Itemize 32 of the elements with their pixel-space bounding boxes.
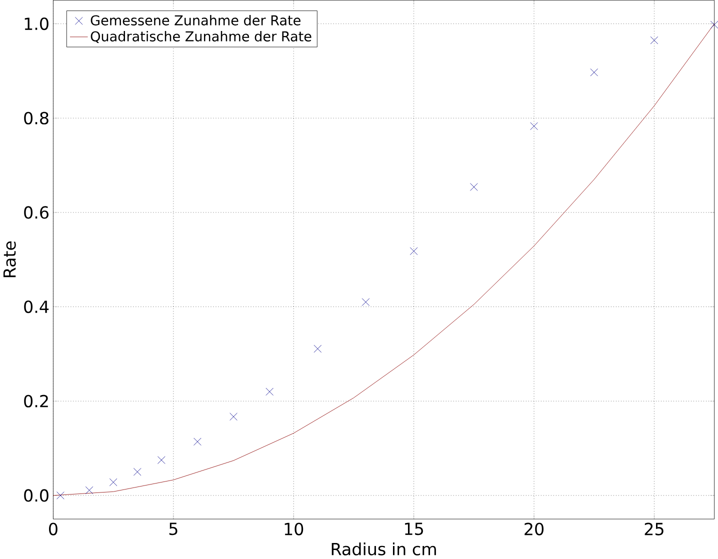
point <box>85 486 94 494</box>
x-tick-label: 25 <box>644 522 664 536</box>
point <box>410 247 418 256</box>
x-axis-title: Radius in cm <box>332 542 436 556</box>
point <box>230 412 238 421</box>
x-tick-label: 5 <box>169 522 178 536</box>
point <box>650 36 658 44</box>
legend-label: Gemessene Zunahme der Rate <box>90 15 300 26</box>
point <box>530 122 538 130</box>
point <box>266 388 274 396</box>
point <box>109 478 118 486</box>
legend-label: Quadratische Zunahme der Rate <box>90 31 312 44</box>
point <box>158 456 166 464</box>
y-tick-label: 0.0 <box>24 489 48 502</box>
point <box>470 183 478 191</box>
point <box>314 344 322 353</box>
y-tick-label: 0.8 <box>24 112 48 124</box>
x-tick-label: 15 <box>405 522 423 536</box>
point <box>362 298 370 306</box>
point <box>133 468 142 476</box>
x-tick-label: 10 <box>284 522 304 536</box>
point <box>590 68 598 76</box>
y-tick-label: 1.0 <box>24 18 48 30</box>
point <box>56 492 64 500</box>
x-tick-label: 0 <box>49 522 58 536</box>
y-axis-title: Rate <box>3 241 16 278</box>
x-tick-label: 20 <box>524 522 544 536</box>
y-tick-label: 0.6 <box>24 206 48 219</box>
y-tick-label: 0.2 <box>24 394 48 408</box>
y-tick-label: 0.4 <box>24 300 49 314</box>
point <box>710 20 718 29</box>
point <box>194 438 202 446</box>
